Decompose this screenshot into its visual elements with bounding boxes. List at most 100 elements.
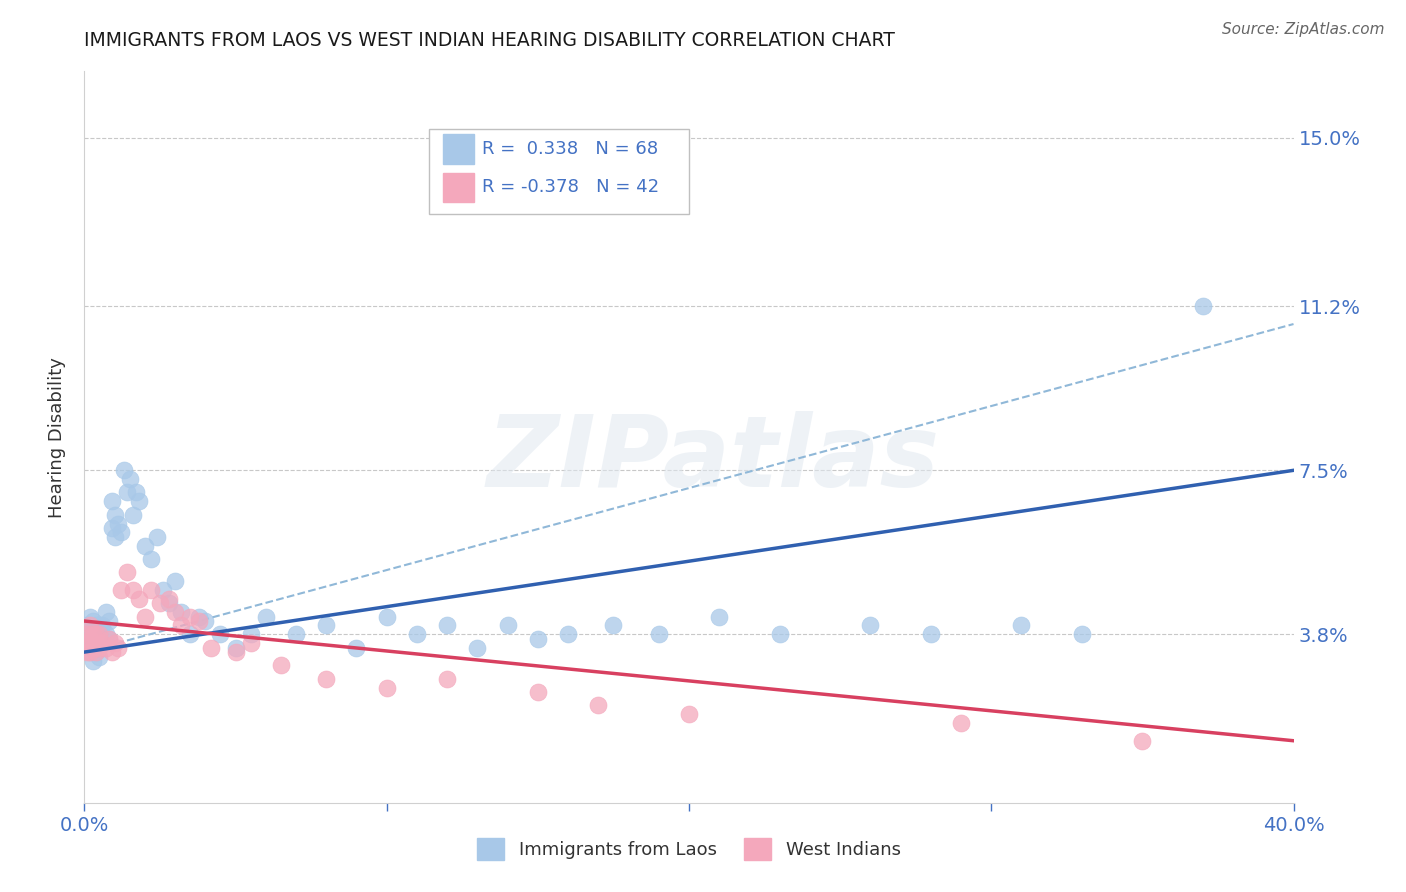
- Point: [165, 574, 187, 589]
- Point: [527, 632, 550, 646]
- Point: [91, 618, 114, 632]
- Point: [225, 645, 247, 659]
- Point: [86, 627, 108, 641]
- Point: [602, 618, 624, 632]
- Point: [86, 645, 108, 659]
- Point: [104, 636, 127, 650]
- Point: [1071, 627, 1094, 641]
- Point: [104, 508, 127, 522]
- Point: [97, 632, 120, 646]
- Point: [76, 636, 98, 650]
- Point: [121, 582, 143, 597]
- Point: [86, 632, 108, 646]
- Y-axis label: Hearing Disability: Hearing Disability: [48, 357, 66, 517]
- Point: [89, 618, 111, 632]
- Point: [769, 627, 792, 641]
- Point: [209, 627, 232, 641]
- Point: [76, 636, 98, 650]
- Point: [79, 632, 101, 646]
- Point: [139, 582, 162, 597]
- Point: [678, 707, 700, 722]
- Text: ZIPatlas: ZIPatlas: [486, 410, 939, 508]
- Point: [588, 698, 610, 713]
- Point: [107, 640, 129, 655]
- Point: [100, 645, 122, 659]
- Point: [107, 516, 129, 531]
- Point: [91, 636, 114, 650]
- Text: Source: ZipAtlas.com: Source: ZipAtlas.com: [1222, 22, 1385, 37]
- Point: [82, 640, 104, 655]
- Point: [239, 636, 262, 650]
- Point: [115, 566, 138, 580]
- Point: [188, 614, 211, 628]
- Point: [94, 605, 117, 619]
- Point: [100, 521, 122, 535]
- Point: [467, 640, 489, 655]
- Point: [110, 582, 132, 597]
- Point: [118, 472, 141, 486]
- Point: [79, 645, 101, 659]
- Point: [170, 605, 193, 619]
- Point: [115, 485, 138, 500]
- Point: [188, 609, 211, 624]
- Point: [709, 609, 731, 624]
- Point: [110, 525, 132, 540]
- Point: [86, 618, 108, 632]
- Point: [200, 640, 222, 655]
- Point: [527, 685, 550, 699]
- Point: [375, 681, 398, 695]
- Point: [375, 609, 398, 624]
- Point: [91, 636, 114, 650]
- Point: [100, 494, 122, 508]
- Point: [270, 658, 292, 673]
- Point: [94, 640, 117, 655]
- Point: [86, 645, 108, 659]
- Point: [436, 618, 458, 632]
- Point: [239, 627, 262, 641]
- Point: [157, 596, 180, 610]
- Point: [79, 609, 101, 624]
- Point: [89, 636, 111, 650]
- Point: [89, 627, 111, 641]
- Point: [121, 508, 143, 522]
- Point: [157, 591, 180, 606]
- Point: [82, 632, 104, 646]
- Point: [496, 618, 519, 632]
- Point: [950, 716, 973, 731]
- Point: [82, 627, 104, 641]
- Legend: Immigrants from Laos, West Indians: Immigrants from Laos, West Indians: [470, 830, 908, 867]
- Point: [1130, 733, 1153, 747]
- Point: [89, 649, 111, 664]
- Point: [112, 463, 135, 477]
- Point: [128, 494, 150, 508]
- Point: [285, 627, 308, 641]
- Point: [104, 530, 127, 544]
- Point: [82, 640, 104, 655]
- Point: [859, 618, 882, 632]
- Point: [79, 645, 101, 659]
- Point: [79, 618, 101, 632]
- Point: [315, 672, 337, 686]
- Point: [139, 552, 162, 566]
- Point: [76, 627, 98, 641]
- Text: R = -0.378   N = 42: R = -0.378 N = 42: [482, 178, 659, 196]
- Point: [149, 596, 172, 610]
- Point: [128, 591, 150, 606]
- Point: [557, 627, 579, 641]
- Point: [89, 640, 111, 655]
- Point: [648, 627, 671, 641]
- Point: [194, 614, 217, 628]
- Point: [179, 627, 201, 641]
- Point: [920, 627, 942, 641]
- Point: [406, 627, 429, 641]
- Point: [1011, 618, 1033, 632]
- Point: [134, 539, 156, 553]
- Point: [165, 605, 187, 619]
- Text: IMMIGRANTS FROM LAOS VS WEST INDIAN HEARING DISABILITY CORRELATION CHART: IMMIGRANTS FROM LAOS VS WEST INDIAN HEAR…: [84, 31, 896, 50]
- Point: [79, 636, 101, 650]
- Point: [436, 672, 458, 686]
- Point: [79, 627, 101, 641]
- Text: R =  0.338   N = 68: R = 0.338 N = 68: [482, 140, 658, 158]
- Point: [315, 618, 337, 632]
- Point: [170, 618, 193, 632]
